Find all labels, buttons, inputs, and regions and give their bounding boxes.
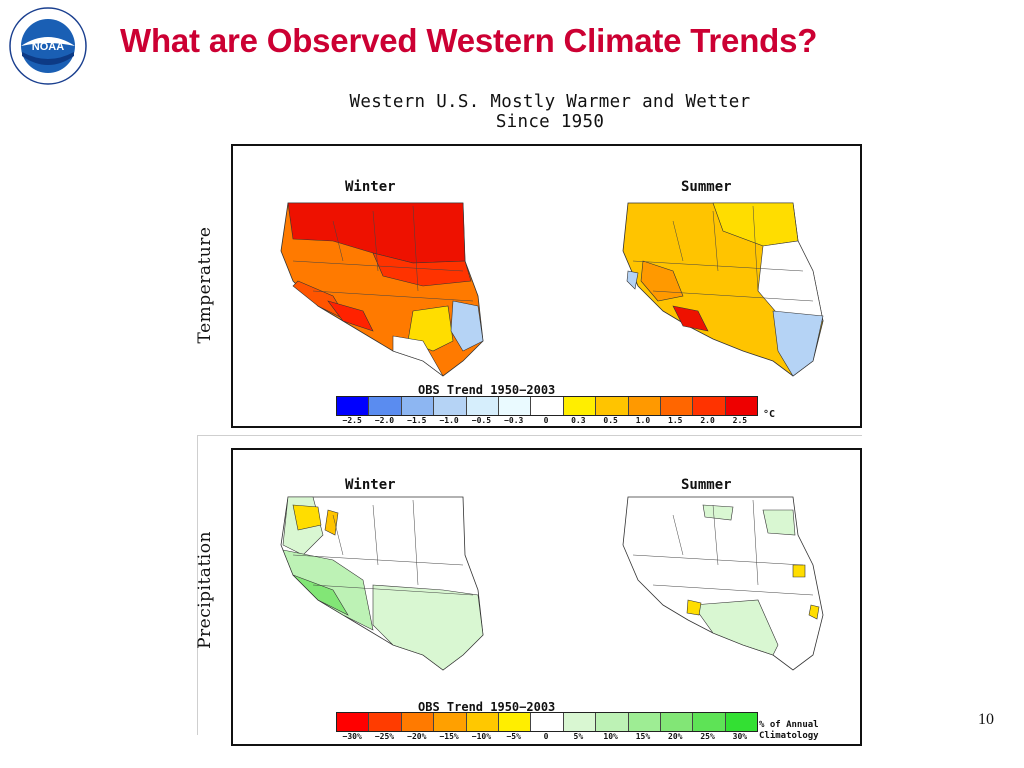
- precipitation-legend-swatch: [693, 713, 726, 731]
- precipitation-legend-tick-label: 5%: [573, 732, 584, 741]
- temperature-legend-tick-label: −2.5: [342, 416, 362, 425]
- precipitation-legend-swatch: [337, 713, 370, 731]
- temperature-legend-swatch: [466, 397, 499, 415]
- slide-title: What are Observed Western Climate Trends…: [120, 22, 818, 59]
- precipitation-legend-tick-label: −30%: [342, 732, 362, 741]
- precipitation-unit-line-1: % of Annual: [759, 720, 819, 730]
- temperature-legend-swatch: [660, 397, 694, 415]
- precipitation-legend-swatch: [434, 713, 467, 731]
- precipitation-legend-swatch: [725, 713, 758, 731]
- temperature-unit: °C: [763, 409, 776, 420]
- temperature-panel: Winter Summer OBS Trend 1950−2003 −2.5 −2…: [231, 144, 862, 428]
- figure-title: Western U.S. Mostly Warmer and Wetter Si…: [300, 92, 800, 132]
- precipitation-legend-tick-label: −25%: [374, 732, 395, 741]
- temperature-legend-swatch: [434, 397, 467, 415]
- precipitation-legend-swatch: [466, 713, 499, 731]
- temperature-legend-swatch: [596, 397, 629, 415]
- precipitation-legend-tick-label: −15%: [439, 732, 459, 741]
- precipitation-legend-tick-label: 10%: [603, 732, 618, 741]
- divider-horizontal: [197, 435, 862, 436]
- temperature-summer-label: Summer: [681, 179, 732, 195]
- temperature-legend-tick-label: 0.3: [571, 416, 586, 425]
- temperature-legend-bar: [336, 396, 758, 416]
- precipitation-summer-label: Summer: [681, 477, 732, 493]
- temperature-legend-tick-label: 1.0: [635, 416, 651, 425]
- precipitation-legend-tick-label: 15%: [635, 732, 651, 741]
- figure-title-line-1: Western U.S. Mostly Warmer and Wetter: [349, 92, 751, 112]
- temperature-legend-tick-label: −0.3: [504, 416, 524, 425]
- temperature-row-label: Temperature: [195, 226, 215, 344]
- precipitation-legend-swatch: [369, 713, 402, 731]
- precipitation-legend-bar: [336, 712, 758, 732]
- precipitation-legend-tick-label: −10%: [471, 732, 492, 741]
- precipitation-winter-map: [280, 496, 484, 671]
- precipitation-legend-tick-label: 20%: [668, 732, 683, 741]
- temperature-legend-tick-label: 0.5: [603, 416, 618, 425]
- precipitation-legend-swatch: [401, 713, 435, 731]
- temperature-legend-title: OBS Trend 1950−2003: [418, 383, 556, 397]
- temperature-legend-swatch: [498, 397, 532, 415]
- precipitation-legend-tick-label: −5%: [506, 732, 521, 741]
- precipitation-legend-swatch: [596, 713, 629, 731]
- temperature-legend-swatch: [401, 397, 435, 415]
- temperature-winter-label: Winter: [345, 179, 396, 195]
- precipitation-legend-swatch: [563, 713, 597, 731]
- temperature-legend-tick-label: 0: [543, 416, 549, 425]
- precipitation-legend-tick-label: 30%: [732, 732, 748, 741]
- precipitation-row-label: Precipitation: [195, 531, 215, 649]
- precipitation-legend-swatch: [628, 713, 661, 731]
- temperature-legend-swatch: [725, 397, 758, 415]
- temperature-legend-swatch: [369, 397, 402, 415]
- temperature-legend-tick-label: 2.0: [700, 416, 715, 425]
- precipitation-legend-tick-label: −20%: [407, 732, 427, 741]
- temperature-summer-map: [622, 202, 824, 377]
- precipitation-legend-tick-label: 25%: [700, 732, 715, 741]
- temperature-legend-tick-label: −0.5: [471, 416, 492, 425]
- svg-text:NOAA: NOAA: [32, 41, 64, 53]
- temperature-legend-swatch: [563, 397, 597, 415]
- precipitation-legend-ticks: −30% −25% −20% −15% −10% −5% 0 5% 10% 15% 20% 25% 30…: [336, 732, 756, 741]
- temperature-legend-tick-label: −1.5: [407, 416, 427, 425]
- noaa-logo: NOAA: [9, 7, 87, 85]
- temperature-winter-map: [280, 202, 484, 377]
- precipitation-legend-tick-label: 0: [543, 732, 549, 741]
- precipitation-legend-title: OBS Trend 1950−2003: [418, 700, 556, 714]
- precipitation-winter-label: Winter: [345, 477, 396, 493]
- precipitation-panel: Winter Summer OBS Trend 1950−2003 −30% −2…: [231, 448, 862, 746]
- precipitation-legend-swatch: [531, 713, 564, 731]
- precipitation-unit: % of Annual Climatology: [759, 720, 819, 742]
- temperature-legend-swatch: [693, 397, 726, 415]
- precipitation-legend-swatch: [498, 713, 532, 731]
- precipitation-unit-line-2: Climatology: [759, 731, 819, 741]
- temperature-legend-tick-label: 2.5: [732, 416, 748, 425]
- figure-title-line-2: Since 1950: [495, 112, 605, 132]
- temperature-legend-swatch: [628, 397, 661, 415]
- temperature-legend-tick-label: 1.5: [668, 416, 683, 425]
- temperature-legend-swatch: [337, 397, 370, 415]
- precipitation-legend-swatch: [660, 713, 694, 731]
- temperature-legend-ticks: −2.5 −2.0 −1.5 −1.0 −0.5 −0.3 0 0.3 0.5 1.0 1.5 2.0…: [336, 416, 756, 425]
- temperature-legend-swatch: [531, 397, 564, 415]
- precipitation-summer-map: [622, 496, 824, 671]
- page-number: 10: [978, 711, 994, 728]
- temperature-legend-tick-label: −1.0: [439, 416, 459, 425]
- temperature-legend-tick-label: −2.0: [374, 416, 395, 425]
- divider-vertical: [197, 435, 198, 735]
